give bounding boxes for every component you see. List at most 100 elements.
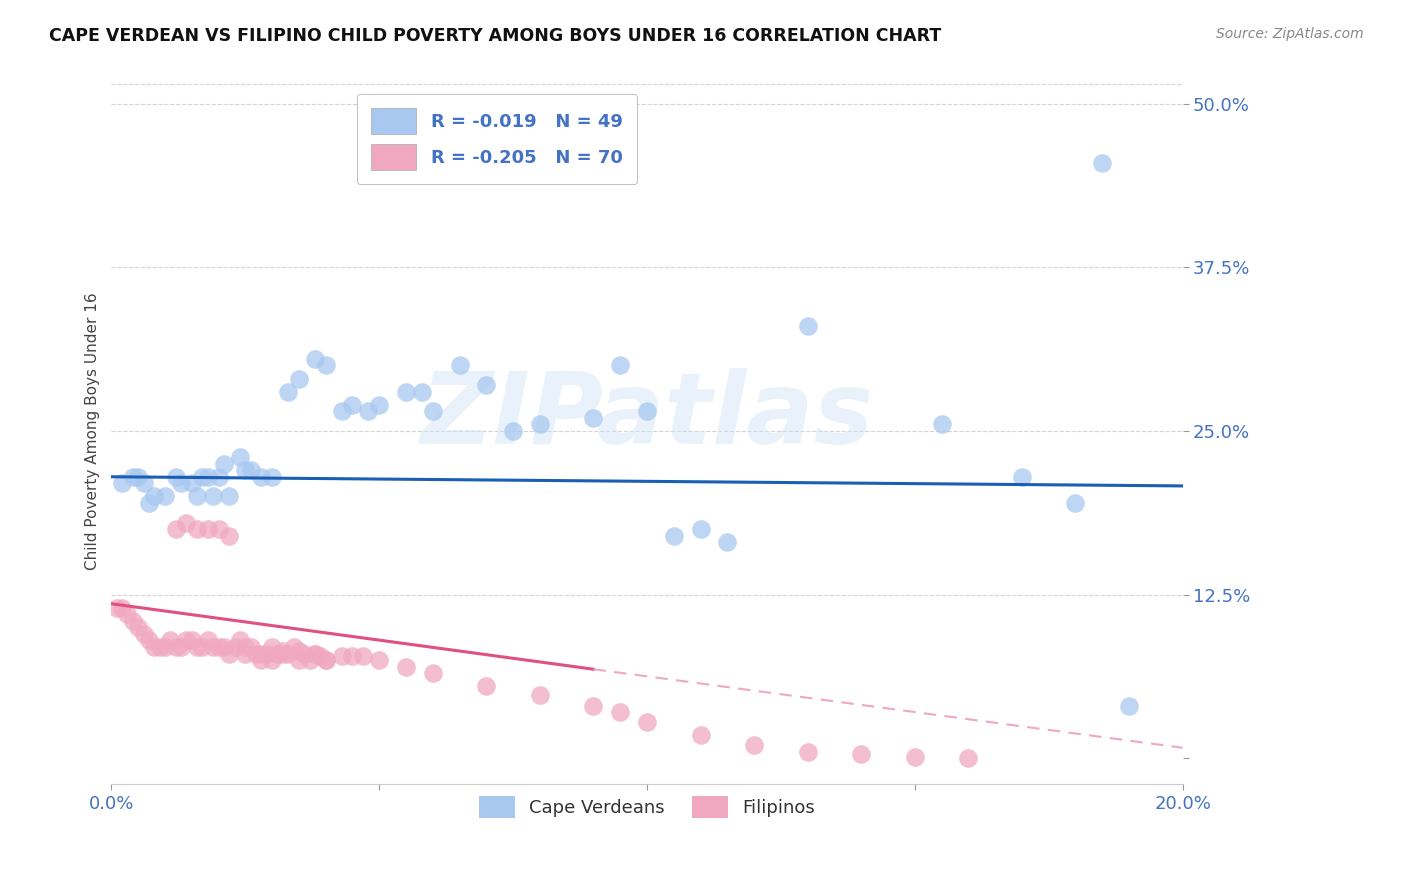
Point xyxy=(153,640,176,654)
Point xyxy=(212,457,235,471)
Point xyxy=(315,653,337,667)
Point xyxy=(330,649,353,664)
Point xyxy=(1091,155,1114,169)
Point xyxy=(170,640,193,654)
Point xyxy=(153,489,176,503)
Point xyxy=(662,529,685,543)
Point xyxy=(304,647,326,661)
Point xyxy=(138,633,160,648)
Point xyxy=(449,359,471,373)
Point xyxy=(292,647,315,661)
Point xyxy=(186,640,208,654)
Point xyxy=(245,647,267,661)
Point xyxy=(636,404,658,418)
Point xyxy=(582,698,605,713)
Point xyxy=(411,384,433,399)
Point xyxy=(931,417,953,432)
Point xyxy=(197,633,219,648)
Point xyxy=(143,489,166,503)
Point xyxy=(132,476,155,491)
Point xyxy=(218,529,240,543)
Point xyxy=(315,359,337,373)
Point xyxy=(342,398,364,412)
Point xyxy=(529,417,551,432)
Point xyxy=(218,489,240,503)
Point xyxy=(742,738,765,752)
Point xyxy=(304,351,326,366)
Point xyxy=(502,424,524,438)
Point xyxy=(186,489,208,503)
Point xyxy=(262,640,284,654)
Point xyxy=(357,404,380,418)
Point xyxy=(636,714,658,729)
Point xyxy=(180,633,202,648)
Point xyxy=(277,647,299,661)
Point xyxy=(266,647,288,661)
Point xyxy=(475,378,498,392)
Point xyxy=(262,653,284,667)
Point xyxy=(170,476,193,491)
Point xyxy=(111,476,134,491)
Point xyxy=(132,627,155,641)
Point xyxy=(233,640,256,654)
Point xyxy=(422,666,444,681)
Point xyxy=(250,653,273,667)
Point xyxy=(315,653,337,667)
Point xyxy=(957,751,980,765)
Point xyxy=(298,653,321,667)
Point xyxy=(529,689,551,703)
Point xyxy=(121,469,143,483)
Point xyxy=(207,469,229,483)
Point xyxy=(202,640,225,654)
Point xyxy=(395,384,418,399)
Text: CAPE VERDEAN VS FILIPINO CHILD POVERTY AMONG BOYS UNDER 16 CORRELATION CHART: CAPE VERDEAN VS FILIPINO CHILD POVERTY A… xyxy=(49,27,942,45)
Point xyxy=(716,535,738,549)
Point xyxy=(165,640,187,654)
Point xyxy=(262,469,284,483)
Point xyxy=(180,476,202,491)
Point xyxy=(309,649,332,664)
Point xyxy=(191,640,214,654)
Point xyxy=(256,647,278,661)
Point xyxy=(233,647,256,661)
Point xyxy=(368,653,391,667)
Point xyxy=(191,469,214,483)
Point xyxy=(271,647,294,661)
Point xyxy=(233,463,256,477)
Point xyxy=(1064,496,1087,510)
Point xyxy=(475,679,498,693)
Point xyxy=(105,600,128,615)
Point xyxy=(239,640,262,654)
Point xyxy=(796,745,818,759)
Y-axis label: Child Poverty Among Boys Under 16: Child Poverty Among Boys Under 16 xyxy=(86,292,100,570)
Point xyxy=(127,469,149,483)
Point xyxy=(796,319,818,334)
Point xyxy=(330,404,353,418)
Point xyxy=(224,640,246,654)
Point xyxy=(1011,469,1033,483)
Point xyxy=(229,633,252,648)
Point xyxy=(277,384,299,399)
Point xyxy=(149,640,172,654)
Point xyxy=(288,371,311,385)
Point xyxy=(218,647,240,661)
Point xyxy=(207,640,229,654)
Point xyxy=(422,404,444,418)
Text: Source: ZipAtlas.com: Source: ZipAtlas.com xyxy=(1216,27,1364,41)
Point xyxy=(127,620,149,634)
Point xyxy=(250,469,273,483)
Point xyxy=(689,728,711,742)
Point xyxy=(239,463,262,477)
Point xyxy=(352,649,374,664)
Point xyxy=(250,647,273,661)
Point xyxy=(165,522,187,536)
Point xyxy=(121,614,143,628)
Point xyxy=(851,747,873,762)
Point xyxy=(229,450,252,464)
Point xyxy=(904,750,927,764)
Point xyxy=(207,522,229,536)
Point xyxy=(395,659,418,673)
Point xyxy=(176,633,198,648)
Point xyxy=(202,489,225,503)
Point xyxy=(197,522,219,536)
